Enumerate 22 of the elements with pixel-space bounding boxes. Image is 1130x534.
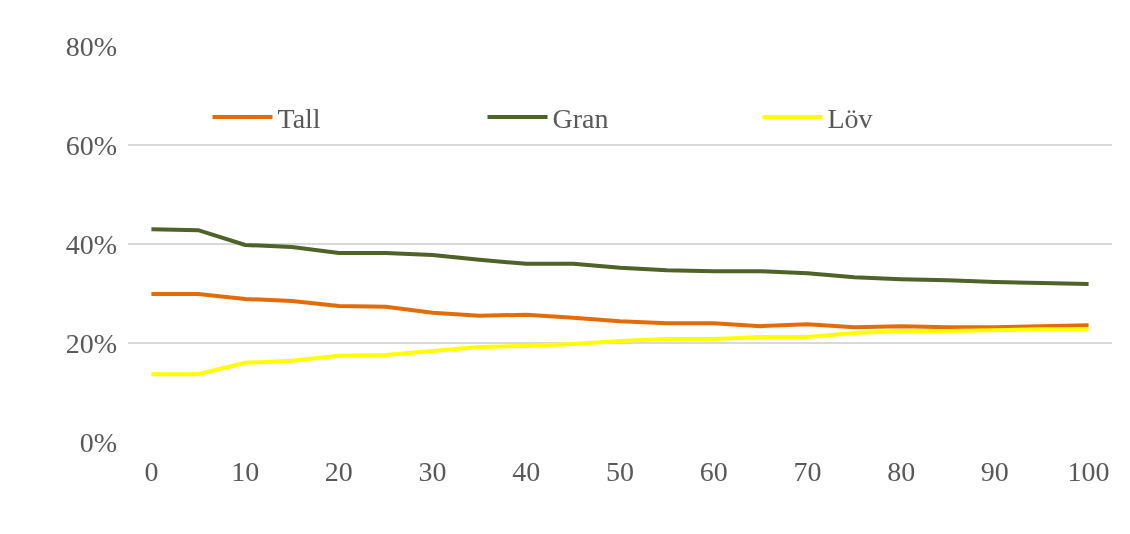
line-series xyxy=(149,327,1091,377)
legend-label: Tall xyxy=(277,102,321,134)
y-tick-label: 80% xyxy=(65,30,117,62)
x-tick-label: 20 xyxy=(324,456,353,487)
x-tick-label: 80 xyxy=(887,456,916,487)
x-tick-label: 0 xyxy=(144,456,159,487)
legend-label: Gran xyxy=(552,102,609,134)
x-tick-label: 10 xyxy=(231,456,260,487)
y-tick-label: 40% xyxy=(65,228,117,260)
x-tick-label: 100 xyxy=(1067,456,1110,487)
x-tick-label: 90 xyxy=(980,456,1009,487)
line-series xyxy=(149,227,1091,287)
y-tick-label: 60% xyxy=(65,129,117,161)
x-tick-label: 40 xyxy=(512,456,541,487)
x-tick-label: 60 xyxy=(699,456,728,487)
line-series xyxy=(149,292,1091,330)
x-tick-label: 70 xyxy=(793,456,822,487)
x-tick-label: 50 xyxy=(606,456,634,487)
y-tick-label: 0% xyxy=(79,426,117,458)
y-tick-label: 20% xyxy=(65,327,117,359)
x-tick-label: 30 xyxy=(418,456,447,487)
legend-label: Löv xyxy=(827,102,873,134)
